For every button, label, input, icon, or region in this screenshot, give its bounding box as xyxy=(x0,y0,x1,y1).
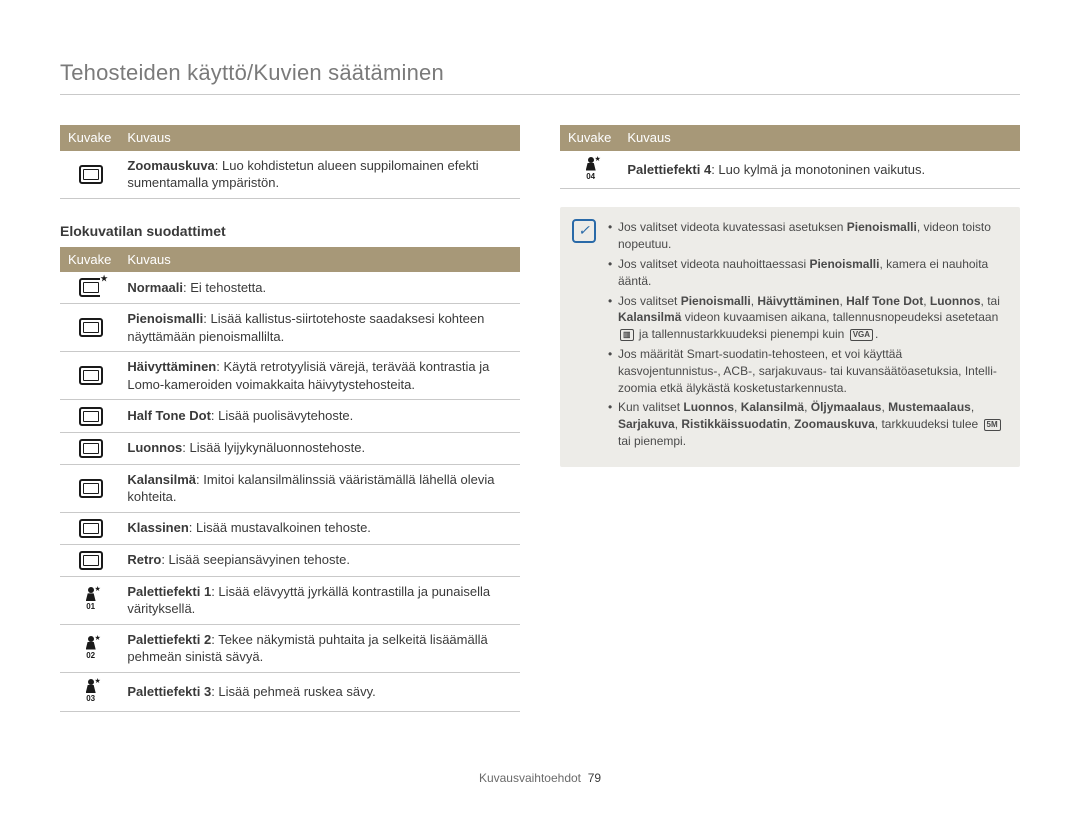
row-label: Kalansilmä xyxy=(127,472,196,487)
note-item: Jos valitset Pienoismalli, Häivyttäminen… xyxy=(608,293,1006,343)
right-column: Kuvake Kuvaus ★04 Palettiefekti 4: Luo k… xyxy=(560,125,1020,712)
row-label: Klassinen xyxy=(127,520,188,535)
note-list: Jos valitset videota kuvatessasi asetuks… xyxy=(608,219,1006,452)
table-row: ★03 Palettiefekti 3: Lisää pehmeä ruskea… xyxy=(60,672,520,711)
palette2-icon: ★02 xyxy=(79,636,103,662)
th-desc: Kuvaus xyxy=(119,125,520,151)
row-desc: : Lisää lyijykynäluonnostehoste. xyxy=(182,440,365,455)
th-icon: Kuvake xyxy=(60,247,119,273)
note-item: Jos määrität Smart-suodatin-tehosteen, e… xyxy=(608,346,1006,396)
th-desc: Kuvaus xyxy=(619,125,1020,151)
miniature-icon xyxy=(79,318,103,337)
row-desc: : Lisää mustavalkoinen tehoste. xyxy=(189,520,371,535)
table-row: Pienoismalli: Lisää kallistus-siirtoteho… xyxy=(60,304,520,352)
table-row: Klassinen: Lisää mustavalkoinen tehoste. xyxy=(60,512,520,544)
note-item: Jos valitset videota nauhoittaessasi Pie… xyxy=(608,256,1006,290)
th-icon: Kuvake xyxy=(560,125,619,151)
normal-icon xyxy=(79,278,103,297)
row-desc: : Luo kylmä ja monotoninen vaikutus. xyxy=(711,162,925,177)
title-divider xyxy=(60,94,1020,95)
classic-icon xyxy=(79,519,103,538)
table-row: Normaali: Ei tehostetta. xyxy=(60,272,520,304)
top-left-table: Kuvake Kuvaus Zoomauskuva: Luo kohdistet… xyxy=(60,125,520,199)
note-item: Kun valitset Luonnos, Kalansilmä, Öljyma… xyxy=(608,399,1006,449)
row-desc: : Lisää puolisävytehoste. xyxy=(211,408,353,423)
th-desc: Kuvaus xyxy=(119,247,520,273)
5m-glyph: 5M xyxy=(984,419,1001,431)
table-row: Half Tone Dot: Lisää puolisävytehoste. xyxy=(60,400,520,432)
note-icon: ✓ xyxy=(572,219,596,243)
row-desc: : Lisää seepiansävyinen tehoste. xyxy=(161,552,350,567)
sketch-icon xyxy=(79,439,103,458)
fisheye-icon xyxy=(79,479,103,498)
rec-speed-glyph: ▥ xyxy=(620,329,634,341)
table-row: Häivyttäminen: Käytä retrotyylisiä värej… xyxy=(60,352,520,400)
table-row: Retro: Lisää seepiansävyinen tehoste. xyxy=(60,544,520,576)
table-row: ★01 Palettiefekti 1: Lisää elävyyttä jyr… xyxy=(60,576,520,624)
row-label: Half Tone Dot xyxy=(127,408,211,423)
halftone-icon xyxy=(79,407,103,426)
top-right-table: Kuvake Kuvaus ★04 Palettiefekti 4: Luo k… xyxy=(560,125,1020,189)
table-row: Luonnos: Lisää lyijykynäluonnostehoste. xyxy=(60,432,520,464)
palette1-icon: ★01 xyxy=(79,587,103,613)
vignette-icon xyxy=(79,366,103,385)
vga-glyph: VGA xyxy=(850,329,873,341)
row-label: Retro xyxy=(127,552,161,567)
palette4-icon: ★04 xyxy=(579,157,603,183)
page-title: Tehosteiden käyttö/Kuvien säätäminen xyxy=(60,60,1020,86)
footer-page-number: 79 xyxy=(588,771,601,785)
row-label: Zoomauskuva xyxy=(127,158,214,173)
row-label: Palettiefekti 4 xyxy=(627,162,711,177)
movie-filters-heading: Elokuvatilan suodattimet xyxy=(60,223,520,239)
row-label: Luonnos xyxy=(127,440,182,455)
retro-icon xyxy=(79,551,103,570)
row-label: Pienoismalli xyxy=(127,311,203,326)
note-item: Jos valitset videota kuvatessasi asetuks… xyxy=(608,219,1006,253)
table-row: ★04 Palettiefekti 4: Luo kylmä ja monoto… xyxy=(560,151,1020,189)
page-footer: Kuvausvaihtoehdot 79 xyxy=(0,771,1080,785)
table-row: Kalansilmä: Imitoi kalansilmälinssiä vää… xyxy=(60,464,520,512)
zoom-shot-icon xyxy=(79,165,103,184)
row-desc: : Lisää pehmeä ruskea sävy. xyxy=(211,684,376,699)
table-row: Zoomauskuva: Luo kohdistetun alueen supp… xyxy=(60,151,520,199)
movie-filters-table: Kuvake Kuvaus Normaali: Ei tehostetta. P… xyxy=(60,247,520,712)
row-label: Palettiefekti 3 xyxy=(127,684,211,699)
table-row: ★02 Palettiefekti 2: Tekee näkymistä puh… xyxy=(60,624,520,672)
footer-label: Kuvausvaihtoehdot xyxy=(479,771,581,785)
left-column: Kuvake Kuvaus Zoomauskuva: Luo kohdistet… xyxy=(60,125,520,712)
row-label: Normaali xyxy=(127,280,183,295)
row-label: Palettiefekti 2 xyxy=(127,632,211,647)
row-label: Palettiefekti 1 xyxy=(127,584,211,599)
th-icon: Kuvake xyxy=(60,125,119,151)
row-label: Häivyttäminen xyxy=(127,359,216,374)
palette3-icon: ★03 xyxy=(79,679,103,705)
note-box: ✓ Jos valitset videota kuvatessasi asetu… xyxy=(560,207,1020,466)
row-desc: : Ei tehostetta. xyxy=(183,280,266,295)
